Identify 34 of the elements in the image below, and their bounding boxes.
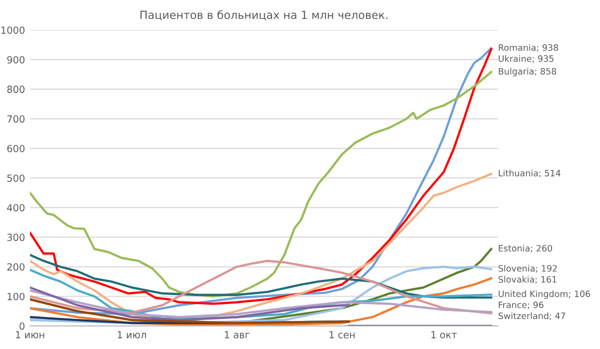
annotation: Estonia; 260 bbox=[498, 244, 552, 252]
line-series bbox=[30, 254, 492, 299]
annotation: United Kingdom; 106 bbox=[498, 290, 590, 299]
annotation: Romania; 938 bbox=[498, 44, 558, 52]
y-tick-label: 200 bbox=[7, 263, 24, 271]
line-series bbox=[30, 277, 492, 326]
x-tick-label: 1 июн bbox=[16, 331, 44, 338]
annotation: Slovakia; 161 bbox=[498, 276, 556, 284]
chart-title: Пациентов в больницах на 1 млн человек. bbox=[140, 10, 388, 20]
y-tick-label: 300 bbox=[7, 234, 24, 242]
annotation: Lithuania; 514 bbox=[498, 170, 560, 178]
y-tick-label: 0 bbox=[20, 322, 24, 330]
annotation: Bulgaria; 858 bbox=[498, 68, 556, 76]
line-series bbox=[30, 286, 350, 322]
y-tick-label: 400 bbox=[7, 204, 24, 212]
x-tick-label: 1 июл bbox=[118, 331, 146, 338]
line-series bbox=[30, 172, 492, 322]
x-tick-label: 1 авг bbox=[224, 331, 250, 338]
annotation: France; 96 bbox=[498, 302, 544, 310]
y-tick-label: 800 bbox=[7, 86, 24, 94]
annotation: Slovenia; 192 bbox=[498, 264, 557, 273]
y-tick-label: 600 bbox=[7, 144, 24, 152]
x-tick-label: 1 сен bbox=[330, 331, 355, 338]
y-tick-label: 500 bbox=[7, 174, 24, 182]
annotation: Switzerland; 47 bbox=[498, 312, 566, 320]
line-series bbox=[30, 298, 350, 324]
line-series bbox=[30, 260, 492, 314]
y-tick-label: 900 bbox=[7, 56, 24, 64]
x-tick-label: 1 окт bbox=[431, 331, 457, 338]
y-tick-label: 1000 bbox=[1, 26, 24, 34]
line-series bbox=[30, 289, 492, 318]
annotation: Ukraine; 935 bbox=[498, 55, 554, 63]
y-tick-label: 100 bbox=[8, 292, 24, 300]
y-tick-label: 700 bbox=[7, 115, 24, 123]
